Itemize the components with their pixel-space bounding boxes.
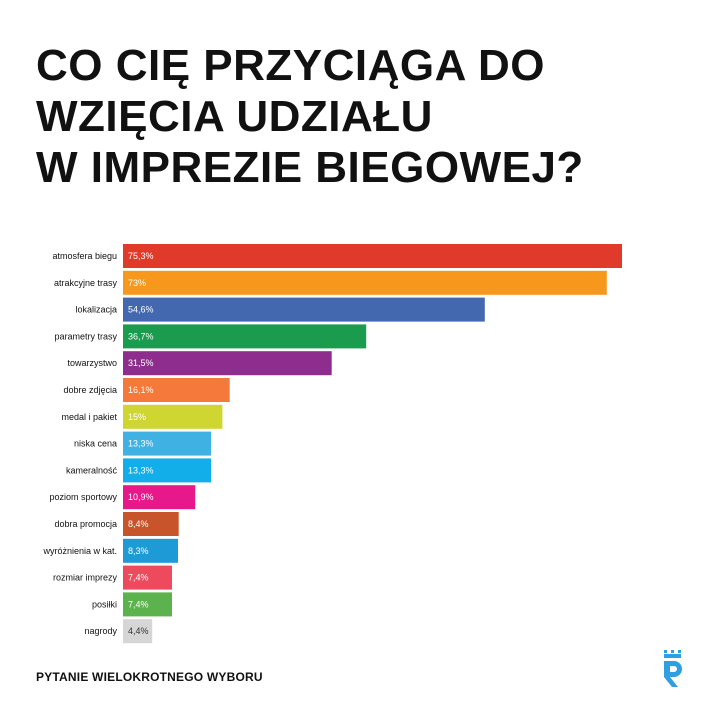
category-label: atmosfera biegu bbox=[52, 251, 117, 261]
bar bbox=[123, 458, 212, 483]
footer-note: PYTANIE WIELOKROTNEGO WYBORU bbox=[36, 670, 263, 684]
bar bbox=[123, 404, 223, 429]
category-label: rozmiar imprezy bbox=[53, 573, 118, 583]
value-label: 8,4% bbox=[128, 519, 149, 529]
bar bbox=[123, 378, 230, 402]
category-label: parametry trasy bbox=[54, 331, 117, 341]
category-label: dobra promocja bbox=[54, 519, 117, 529]
bar bbox=[123, 244, 622, 268]
title-line-1: CO CIĘ PRZYCIĄGA DO bbox=[36, 41, 546, 90]
bar bbox=[123, 619, 153, 644]
category-label: atrakcyjne trasy bbox=[54, 278, 118, 288]
category-label: lokalizacja bbox=[75, 305, 117, 315]
category-label: kameralność bbox=[66, 465, 118, 475]
value-label: 36,7% bbox=[128, 331, 154, 341]
bar bbox=[123, 297, 485, 322]
value-label: 4,4% bbox=[128, 626, 149, 636]
value-label: 73% bbox=[128, 278, 146, 288]
category-label: towarzystwo bbox=[67, 358, 117, 368]
bar bbox=[123, 485, 196, 510]
value-label: 13,3% bbox=[128, 439, 154, 449]
bar bbox=[123, 351, 332, 376]
bar bbox=[123, 431, 212, 456]
value-label: 7,4% bbox=[128, 573, 149, 583]
category-label: medal i pakiet bbox=[61, 412, 117, 422]
chart-title: CO CIĘ PRZYCIĄGA DO WZIĘCIA UDZIAŁU W IM… bbox=[36, 40, 584, 193]
title-line-2: WZIĘCIA UDZIAŁU bbox=[36, 92, 433, 141]
value-label: 16,1% bbox=[128, 385, 154, 395]
value-label: 7,4% bbox=[128, 599, 149, 609]
category-label: wyróżnienia w kat. bbox=[42, 546, 117, 556]
value-label: 54,6% bbox=[128, 305, 154, 315]
value-label: 8,3% bbox=[128, 546, 149, 556]
value-label: 15% bbox=[128, 412, 146, 422]
value-label: 13,3% bbox=[128, 465, 154, 475]
category-label: niska cena bbox=[74, 439, 117, 449]
bar bbox=[123, 565, 172, 590]
title-line-3: W IMPREZIE BIEGOWEJ? bbox=[36, 143, 584, 192]
category-label: posiłki bbox=[92, 599, 117, 609]
bar bbox=[123, 592, 172, 617]
bar bbox=[123, 512, 179, 536]
bar bbox=[123, 324, 367, 349]
value-label: 31,5% bbox=[128, 358, 154, 368]
runner-logo-icon bbox=[664, 650, 682, 687]
category-label: dobre zdjęcia bbox=[63, 385, 117, 395]
bar bbox=[123, 270, 607, 295]
category-label: poziom sportowy bbox=[49, 492, 117, 502]
bar bbox=[123, 538, 178, 563]
category-label: nagrody bbox=[84, 626, 117, 636]
value-label: 10,9% bbox=[128, 492, 154, 502]
value-label: 75,3% bbox=[128, 251, 154, 261]
